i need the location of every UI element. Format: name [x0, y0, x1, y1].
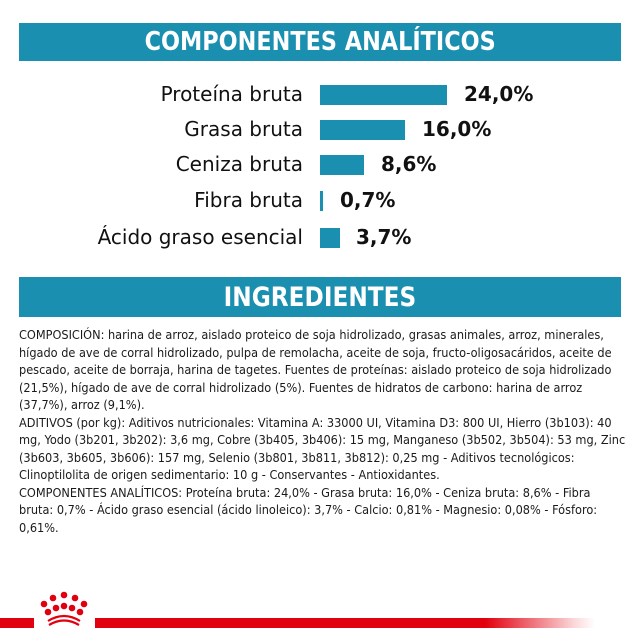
chart-label: Ceniza bruta [175, 152, 303, 176]
crown-icon [40, 591, 88, 626]
analytics-bar-chart: Proteína bruta 24,0% Grasa bruta 16,0% C… [0, 76, 640, 256]
chart-value: 0,7% [340, 188, 396, 212]
brand-footer [0, 588, 640, 628]
analytical-paragraph: COMPONENTES ANALÍTICOS: Proteína bruta: … [19, 485, 598, 535]
analytics-header-title: COMPONENTES ANALÍTICOS [144, 27, 496, 57]
ingredients-header: INGREDIENTES [19, 277, 621, 317]
chart-value: 3,7% [356, 225, 412, 249]
chart-bar [320, 228, 340, 248]
chart-bar [320, 155, 364, 175]
brand-line-left [0, 618, 34, 628]
chart-bar [320, 191, 323, 211]
chart-row-fat: Grasa bruta 16,0% [0, 115, 640, 143]
chart-label: Ácido graso esencial [97, 225, 303, 249]
additives-paragraph: ADITIVOS (por kg): Aditivos nutricionale… [19, 415, 626, 483]
chart-row-ash: Ceniza bruta 8,6% [0, 150, 640, 178]
chart-label: Fibra bruta [194, 188, 303, 212]
brand-line-right [95, 618, 595, 628]
chart-bar [320, 85, 447, 105]
chart-value: 16,0% [422, 117, 492, 141]
chart-bar [320, 120, 405, 140]
chart-row-fatty-acid: Ácido graso esencial 3,7% [0, 223, 640, 251]
ingredients-header-title: INGREDIENTES [223, 282, 417, 313]
chart-label: Proteína bruta [160, 82, 303, 106]
chart-label: Grasa bruta [184, 117, 303, 141]
analytics-header: COMPONENTES ANALÍTICOS [19, 23, 621, 61]
chart-value: 24,0% [464, 82, 534, 106]
ingredients-text: COMPOSICIÓN: harina de arroz, aislado pr… [19, 327, 626, 537]
chart-row-fiber: Fibra bruta 0,7% [0, 186, 640, 214]
chart-value: 8,6% [381, 152, 437, 176]
chart-row-protein: Proteína bruta 24,0% [0, 80, 640, 108]
composition-paragraph: COMPOSICIÓN: harina de arroz, aislado pr… [19, 328, 612, 412]
